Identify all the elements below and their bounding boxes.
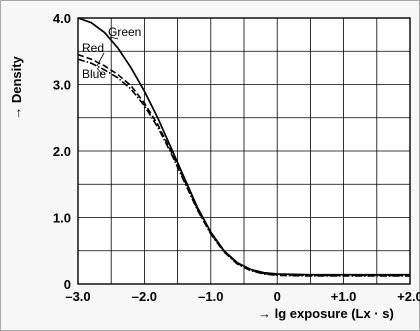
x-tick-label: –2.0 xyxy=(132,289,157,304)
x-tick-labels: –3.0 –2.0 –1.0 0 +1.0 +2.0 xyxy=(65,289,420,304)
x-tick-label: –1.0 xyxy=(198,289,223,304)
x-axis-label: → lg exposure (Lx · s) xyxy=(258,306,394,321)
series-label-red: Red xyxy=(82,41,104,55)
series-group xyxy=(77,17,410,277)
y-tick-label: 2.0 xyxy=(53,144,71,159)
x-tick-label: –3.0 xyxy=(65,289,90,304)
series-label-leader xyxy=(109,36,119,40)
series-labels: Green Red Blue xyxy=(82,25,141,81)
series-label-leader xyxy=(96,67,103,75)
y-axis-label: → Density xyxy=(9,55,24,119)
series-label-leader xyxy=(96,52,105,67)
x-tick-label: +1.0 xyxy=(331,289,357,304)
y-tick-label: 4.0 xyxy=(53,11,71,26)
y-tick-label: 0 xyxy=(64,277,71,292)
series-label-blue: Blue xyxy=(82,67,106,81)
y-tick-label: 1.0 xyxy=(53,211,71,226)
plot-border xyxy=(77,17,411,285)
series-line-blue xyxy=(77,58,410,277)
series-line-green xyxy=(77,17,410,276)
y-tick-labels: 0 1.0 2.0 3.0 4.0 xyxy=(53,11,71,292)
y-tick-label: 3.0 xyxy=(53,78,71,93)
grid xyxy=(78,18,410,284)
x-tick-label: +2.0 xyxy=(397,289,420,304)
series-label-green: Green xyxy=(108,25,141,39)
x-tick-label: 0 xyxy=(274,289,281,304)
